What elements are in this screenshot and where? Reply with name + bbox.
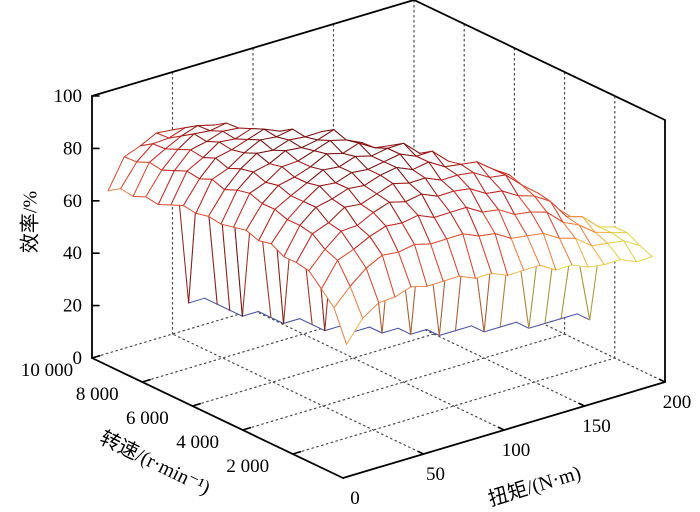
- svg-text:10 000: 10 000: [21, 360, 73, 381]
- torque-tick-labels: 0 50 100 150 200: [350, 392, 691, 509]
- axes-box: [91, 0, 666, 479]
- svg-text:100: 100: [502, 440, 531, 461]
- svg-text:200: 200: [663, 392, 692, 413]
- z-tick-labels: 0 20 40 60 80 100: [54, 86, 83, 369]
- svg-text:40: 40: [63, 243, 82, 264]
- svg-text:0: 0: [350, 488, 360, 509]
- svg-text:2 000: 2 000: [226, 456, 269, 477]
- tick-marks: [91, 95, 666, 455]
- svg-text:20: 20: [63, 296, 82, 317]
- svg-text:100: 100: [54, 86, 83, 107]
- svg-text:8 000: 8 000: [76, 384, 119, 405]
- svg-text:6 000: 6 000: [126, 408, 169, 429]
- svg-text:0: 0: [73, 348, 83, 369]
- svg-text:80: 80: [63, 138, 82, 159]
- svg-text:4 000: 4 000: [176, 432, 219, 453]
- mesh-surface: [107, 122, 653, 345]
- svg-text:150: 150: [582, 416, 611, 437]
- z-axis-title: 效率/%: [19, 190, 42, 254]
- svg-text:50: 50: [426, 464, 445, 485]
- svg-text:60: 60: [63, 191, 82, 212]
